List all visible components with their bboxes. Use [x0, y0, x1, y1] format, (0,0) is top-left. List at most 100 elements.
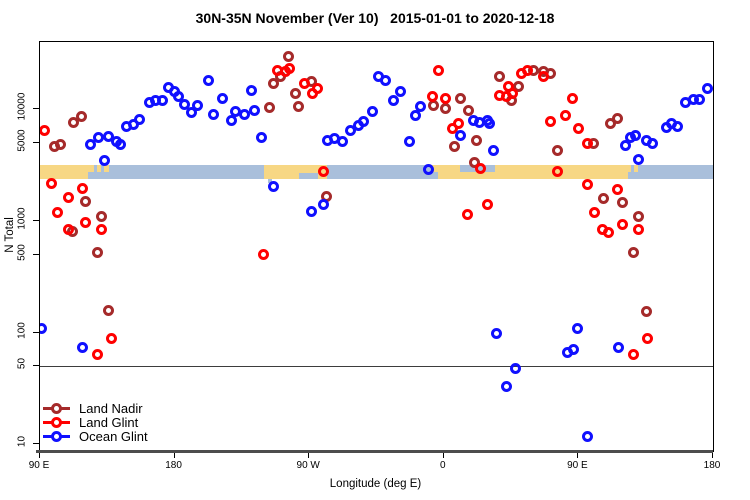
x-tick-label: 0	[440, 460, 446, 471]
data-point-land-glint	[582, 137, 594, 149]
map-band-detail-land	[633, 165, 639, 172]
data-point-ocean-glint	[633, 153, 645, 165]
data-point-ocean-glint	[173, 90, 185, 102]
data-point-ocean-glint	[84, 138, 96, 150]
map-band-segment-land	[40, 165, 88, 179]
y-tick-label: 500	[16, 243, 28, 261]
data-point-land-nadir	[283, 50, 295, 62]
data-point-ocean-glint	[202, 74, 214, 86]
x-tick-label: 180	[165, 460, 182, 471]
x-tick-label: 90 W	[296, 460, 320, 471]
data-point-land-nadir	[91, 246, 103, 258]
data-point-land-glint	[603, 227, 615, 239]
data-point-land-nadir	[633, 210, 645, 222]
data-point-land-nadir	[55, 138, 67, 150]
data-point-land-nadir	[598, 192, 610, 204]
data-point-land-nadir	[512, 80, 524, 92]
data-point-ocean-glint	[403, 135, 415, 147]
data-point-land-glint	[257, 249, 269, 261]
data-point-land-nadir	[267, 77, 279, 89]
data-point-ocean-glint	[306, 205, 318, 217]
legend-item-land-glint: Land Glint	[43, 414, 148, 430]
y-tick	[33, 108, 39, 110]
x-tick	[39, 453, 40, 458]
data-point-ocean-glint	[415, 100, 427, 112]
x-tick-label: 90 E	[567, 460, 588, 471]
data-point-land-nadir	[469, 156, 481, 168]
reference-line-n50	[40, 366, 713, 368]
data-point-land-glint	[612, 183, 624, 195]
map-band-detail-land	[87, 165, 94, 172]
data-point-ocean-glint	[98, 154, 110, 166]
data-point-ocean-glint	[490, 327, 502, 339]
data-point-land-glint	[522, 64, 534, 76]
data-point-ocean-glint	[245, 84, 257, 96]
data-point-land-glint	[284, 62, 296, 74]
y-tick-label: 50	[16, 358, 28, 370]
data-point-land-glint	[427, 90, 439, 102]
data-point-land-glint	[432, 64, 444, 76]
data-point-land-nadir	[440, 102, 452, 114]
legend-label: Land Nadir	[79, 400, 143, 416]
plot-area: Land Nadir Land Glint Ocean Glint	[39, 41, 714, 452]
data-point-ocean-glint	[568, 343, 580, 355]
map-band-segment-ocean	[87, 165, 265, 179]
data-point-land-glint	[79, 217, 91, 229]
map-band-segment-ocean	[627, 165, 713, 179]
data-point-ocean-glint	[395, 85, 407, 97]
legend-item-ocean-glint: Ocean Glint	[43, 428, 148, 444]
data-point-ocean-glint	[572, 323, 584, 335]
data-point-ocean-glint	[582, 431, 594, 442]
data-point-land-nadir	[463, 104, 475, 116]
x-tick	[442, 453, 444, 458]
y-tick	[33, 219, 39, 221]
y-tick-label: 5000	[16, 129, 28, 152]
data-point-ocean-glint	[179, 98, 191, 110]
y-tick	[33, 365, 39, 367]
data-point-land-nadir	[641, 306, 653, 318]
data-point-ocean-glint	[367, 105, 379, 117]
data-point-ocean-glint	[509, 362, 521, 374]
data-point-ocean-glint	[186, 106, 198, 118]
x-tick	[577, 453, 579, 458]
data-point-land-nadir	[455, 92, 467, 104]
data-point-ocean-glint	[500, 380, 512, 392]
data-point-land-nadir	[263, 101, 275, 113]
data-point-land-glint	[462, 209, 474, 221]
data-point-land-glint	[62, 191, 74, 203]
data-point-ocean-glint	[380, 74, 392, 86]
data-point-ocean-glint	[267, 180, 279, 192]
data-point-ocean-glint	[358, 115, 370, 127]
data-point-ocean-glint	[77, 342, 89, 354]
map-band-detail-land	[96, 165, 102, 172]
data-point-ocean-glint	[487, 144, 499, 156]
data-point-land-glint	[317, 165, 329, 177]
data-point-land-glint	[45, 177, 57, 189]
chart-title: 30N-35N November (Ver 10) 2015-01-01 to …	[195, 10, 555, 26]
x-tick	[173, 453, 175, 458]
x-axis-line	[36, 450, 713, 453]
data-point-ocean-glint	[672, 120, 684, 132]
data-point-land-glint	[96, 224, 108, 236]
data-point-land-nadir	[612, 112, 624, 124]
data-point-land-glint	[475, 162, 487, 174]
map-band-detail-land	[627, 165, 632, 172]
legend-label: Land Glint	[79, 414, 139, 430]
data-point-ocean-glint	[613, 342, 625, 354]
data-point-ocean-glint	[337, 135, 349, 147]
x-tick	[308, 453, 310, 458]
data-point-land-glint	[545, 115, 557, 127]
legend-label: Ocean Glint	[79, 428, 148, 444]
data-point-ocean-glint	[208, 108, 220, 120]
data-point-land-nadir	[292, 100, 304, 112]
legend-ring	[51, 416, 62, 428]
data-point-ocean-glint	[249, 104, 261, 116]
data-point-ocean-glint	[423, 163, 435, 175]
data-point-land-glint	[307, 87, 319, 99]
x-axis-label: Longitude (deg E)	[329, 478, 422, 490]
legend-marker-icon	[43, 416, 70, 428]
data-point-ocean-glint	[483, 117, 495, 129]
data-point-ocean-glint	[92, 131, 104, 143]
data-point-ocean-glint	[410, 109, 422, 121]
